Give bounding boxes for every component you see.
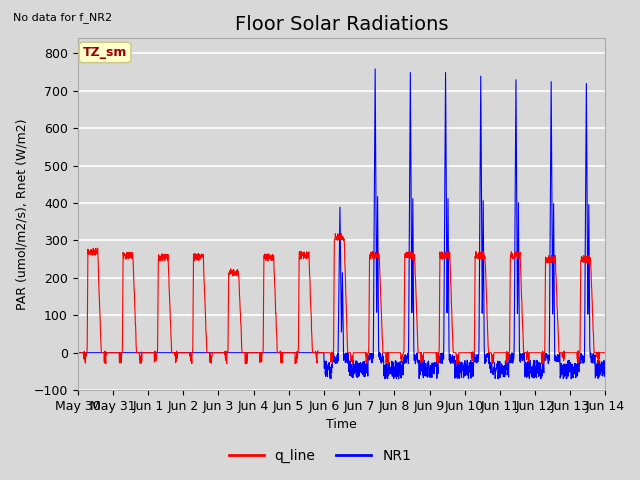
- Line: q_line: q_line: [77, 234, 605, 364]
- q_line: [369, 253, 376, 259]
- q_line: [570, 350, 578, 356]
- Line: NR1: NR1: [77, 69, 605, 379]
- NR1: [555, 354, 563, 360]
- q_line: [556, 350, 563, 356]
- q_line: [221, 348, 229, 354]
- Y-axis label: PAR (umol/m2/s), Rnet (W/m2): PAR (umol/m2/s), Rnet (W/m2): [15, 119, 28, 310]
- NR1: [221, 350, 228, 356]
- NR1: [356, 360, 364, 365]
- q_line: [102, 361, 109, 367]
- NR1: [368, 353, 376, 359]
- q_line: [602, 350, 609, 356]
- NR1: [74, 350, 81, 356]
- NR1: [371, 66, 379, 72]
- NR1: [570, 366, 578, 372]
- q_line: [332, 231, 339, 237]
- X-axis label: Time: Time: [326, 419, 357, 432]
- Title: Floor Solar Radiations: Floor Solar Radiations: [235, 15, 448, 34]
- q_line: [357, 350, 365, 356]
- q_line: [74, 350, 81, 356]
- Legend: q_line, NR1: q_line, NR1: [223, 443, 417, 468]
- q_line: [495, 350, 503, 356]
- Text: No data for f_NR2: No data for f_NR2: [13, 12, 112, 23]
- NR1: [602, 373, 609, 379]
- Text: TZ_sm: TZ_sm: [83, 46, 127, 59]
- NR1: [568, 376, 575, 382]
- NR1: [495, 359, 502, 365]
